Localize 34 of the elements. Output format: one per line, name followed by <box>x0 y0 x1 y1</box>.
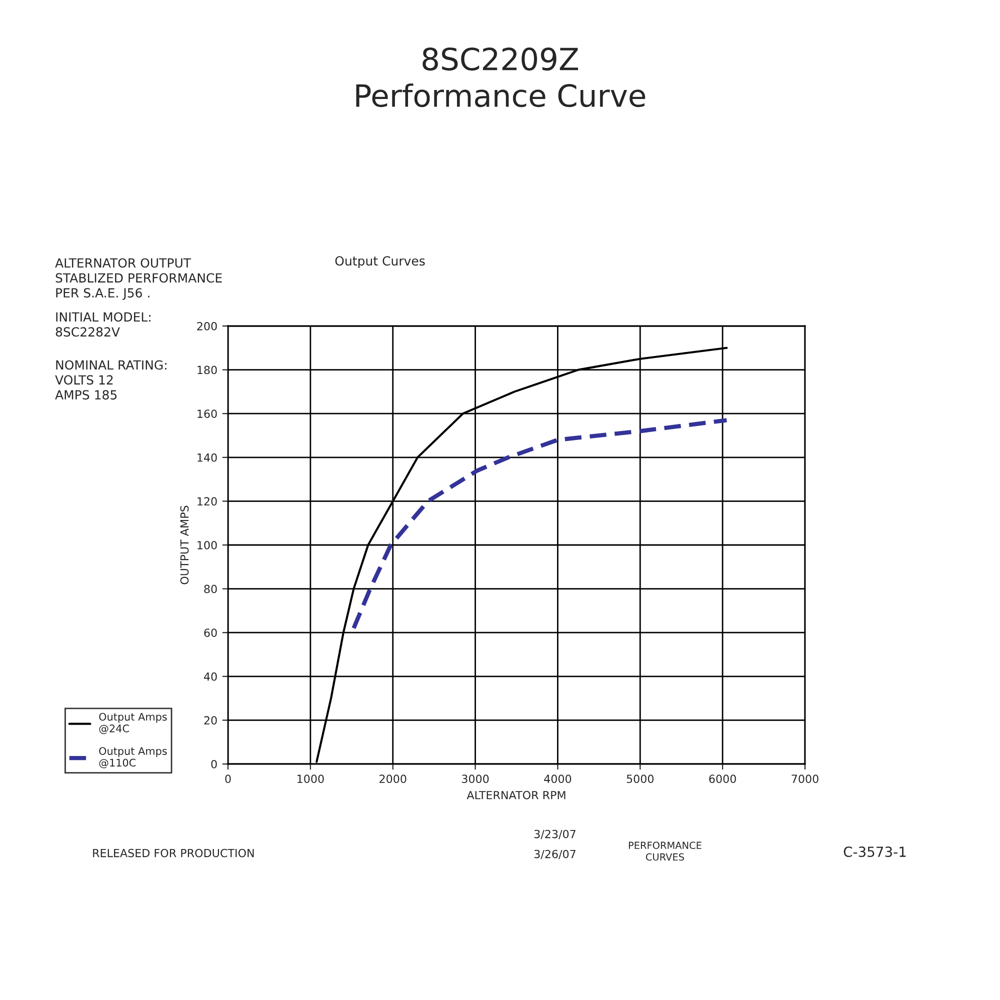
text: INITIAL MODEL: 8SC2282V <box>56 312 150 337</box>
text: PERFORMANCE CURVES <box>628 842 702 861</box>
y-tick-label: 40 <box>204 672 217 681</box>
chart-title: 8SC2209Z Performance Curve <box>356 47 646 108</box>
y-tick-label: 180 <box>198 366 217 374</box>
y-tick-label: 140 <box>198 453 217 462</box>
text: RELEASED FOR PRODUCTION <box>93 848 254 858</box>
y-tick-label: 0 <box>211 760 217 768</box>
y-tick-label: 80 <box>204 584 217 594</box>
y-tick-label: 160 <box>198 410 217 418</box>
x-tick-label: 0 <box>225 774 231 784</box>
text: 3/26/07 <box>534 850 576 860</box>
text: NOMINAL RATING: VOLTS 12 AMPS 185 <box>55 360 166 400</box>
line-series <box>352 418 729 630</box>
x-tick-label: 6000 <box>709 774 736 784</box>
x-axis-title: ALTERNATOR RPM <box>466 790 566 800</box>
y-tick-label: 60 <box>204 628 217 637</box>
legend-label: Output Amps @110C <box>99 747 167 768</box>
x-tick-label: 2000 <box>380 774 406 784</box>
text: ALTERNATOR OUTPUT STABLIZED PERFORMANCE PER S.A.E. J56 . <box>55 258 222 300</box>
y-tick-label: 120 <box>198 497 217 506</box>
y-axis-title: OUTPUT AMPS <box>180 506 189 584</box>
x-tick-label: 7000 <box>792 774 818 784</box>
text: 3/23/07 <box>534 830 576 840</box>
chart-subtitle: Output Curves <box>335 256 425 268</box>
text: C-3573-1 <box>844 846 906 858</box>
y-tick-label: 100 <box>198 540 217 550</box>
x-tick-label: 1000 <box>298 774 324 784</box>
y-tick-label: 20 <box>204 716 217 725</box>
legend-label: Output Amps @24C <box>99 712 167 734</box>
x-tick-label: 3000 <box>462 774 489 784</box>
y-tick-label: 200 <box>197 322 217 330</box>
x-tick-label: 5000 <box>626 774 654 784</box>
x-tick-label: 4000 <box>544 774 572 784</box>
